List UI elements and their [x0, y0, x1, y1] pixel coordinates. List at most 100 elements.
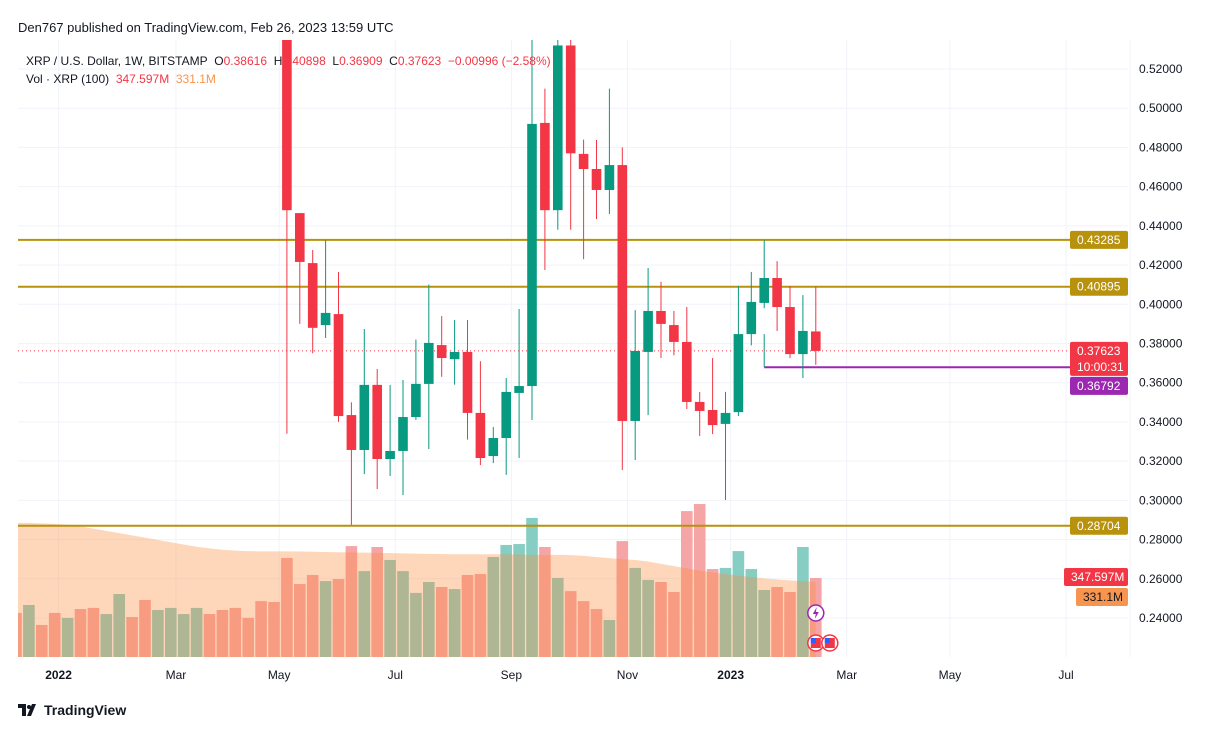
volume-bar — [332, 579, 345, 657]
volume-bar — [306, 574, 319, 657]
level-price-label-bg — [1070, 230, 1128, 249]
price-tick-label: 0.24000 — [1139, 611, 1183, 625]
volume-bar — [539, 547, 551, 657]
candle-body — [540, 122, 550, 211]
candle — [514, 308, 524, 459]
candle-body — [785, 307, 795, 355]
candle — [694, 391, 705, 437]
price-tick-label: 0.40000 — [1139, 297, 1183, 311]
level-price-label: 0.43285 — [1070, 230, 1128, 249]
time-tick-label: May — [939, 668, 962, 682]
flag-canton — [824, 638, 830, 643]
symbol-title[interactable]: XRP / U.S. Dollar, 1W, BITSTAMP — [26, 54, 208, 68]
candle — [501, 378, 511, 475]
candle — [333, 271, 344, 422]
publish-info: Den767 published on TradingView.com, Feb… — [18, 20, 394, 35]
price-tick-label: 0.44000 — [1139, 219, 1183, 233]
level-price-label-bg — [1070, 277, 1128, 296]
volume-bar — [255, 601, 267, 657]
candle-body — [385, 450, 395, 459]
candle-body — [501, 391, 511, 439]
volume-bar — [423, 582, 435, 657]
candle — [424, 284, 434, 449]
volume-bar — [603, 619, 616, 657]
volume-title[interactable]: Vol · XRP (100) — [26, 72, 110, 86]
volume-bar — [216, 609, 229, 657]
volume-bar — [152, 609, 164, 657]
volume-bar — [74, 609, 87, 657]
candle — [720, 391, 731, 500]
volume-bar — [745, 569, 758, 657]
volume-bar — [771, 587, 783, 657]
price-tick-label: 0.52000 — [1139, 62, 1183, 76]
candle — [565, 40, 576, 230]
candle-body — [604, 165, 615, 190]
countdown-text: 10:00:31 — [1077, 360, 1124, 374]
volume-bar — [242, 617, 254, 657]
candle-body — [359, 384, 370, 450]
candle — [282, 40, 292, 434]
volume-value-label-text: 347.597M — [1071, 570, 1124, 584]
level-price-label: 0.40895 — [1070, 277, 1128, 296]
volume-bar — [281, 557, 293, 657]
volume-bar — [113, 594, 125, 657]
volume-bar — [139, 599, 151, 657]
volume-bar — [500, 544, 512, 657]
time-tick-label: 2022 — [45, 668, 72, 682]
open-label: O — [214, 54, 224, 68]
candle-body — [462, 351, 473, 413]
price-tick-label: 0.42000 — [1139, 258, 1183, 272]
tradingview-logo[interactable]: TradingView — [18, 702, 126, 718]
volume-bar — [629, 567, 641, 657]
volume-bar — [784, 592, 796, 657]
volume-bar — [732, 551, 745, 657]
price-tick-label: 0.38000 — [1139, 337, 1183, 351]
volume-value-label-bg — [1064, 568, 1128, 586]
candle — [359, 328, 370, 475]
volume-bar — [513, 544, 525, 657]
candle — [320, 239, 331, 339]
candle-body — [798, 330, 808, 355]
ray-price-label-text: 0.36792 — [1077, 379, 1121, 393]
volume-bar — [371, 547, 383, 657]
candle-body — [488, 438, 499, 457]
candle-body — [320, 312, 331, 326]
volume-bar — [526, 517, 538, 657]
volume-bar — [655, 582, 667, 657]
volume-bar — [668, 592, 680, 657]
level-price-label-text: 0.28704 — [1077, 519, 1121, 533]
candle — [733, 286, 744, 417]
price-tick-label: 0.34000 — [1139, 415, 1183, 429]
volume-ma-label: 331.1M — [1076, 588, 1128, 606]
candle — [785, 286, 795, 359]
volume-bar — [590, 609, 603, 657]
high-label: H — [273, 54, 283, 68]
volume-bar — [18, 612, 22, 657]
candle-body — [514, 386, 524, 393]
close-value: 0.37623 — [397, 54, 442, 68]
volume-bar — [706, 569, 719, 657]
level-price-label-text: 0.40895 — [1077, 280, 1121, 294]
volume-bar — [48, 612, 61, 657]
volume-bar — [100, 614, 113, 657]
candle — [295, 213, 305, 324]
candle — [617, 147, 628, 470]
volume-bar — [758, 589, 770, 657]
candle-body — [475, 412, 486, 459]
volume-bar — [487, 557, 500, 657]
lightning-glyph — [812, 607, 819, 619]
candle — [759, 239, 769, 309]
volume-legend: Vol · XRP (100) 347.597M 331.1M — [26, 70, 551, 88]
volume-bar — [165, 607, 177, 657]
candle — [630, 310, 640, 460]
volume-bar — [642, 579, 654, 657]
candle-body — [372, 384, 382, 459]
candle-body — [411, 383, 421, 418]
volume-bar — [294, 584, 306, 657]
candle — [707, 358, 718, 435]
volume-bar — [410, 592, 422, 657]
ray-price-label-bg — [1070, 376, 1128, 395]
candle — [682, 307, 692, 409]
volume-bar — [319, 581, 332, 657]
